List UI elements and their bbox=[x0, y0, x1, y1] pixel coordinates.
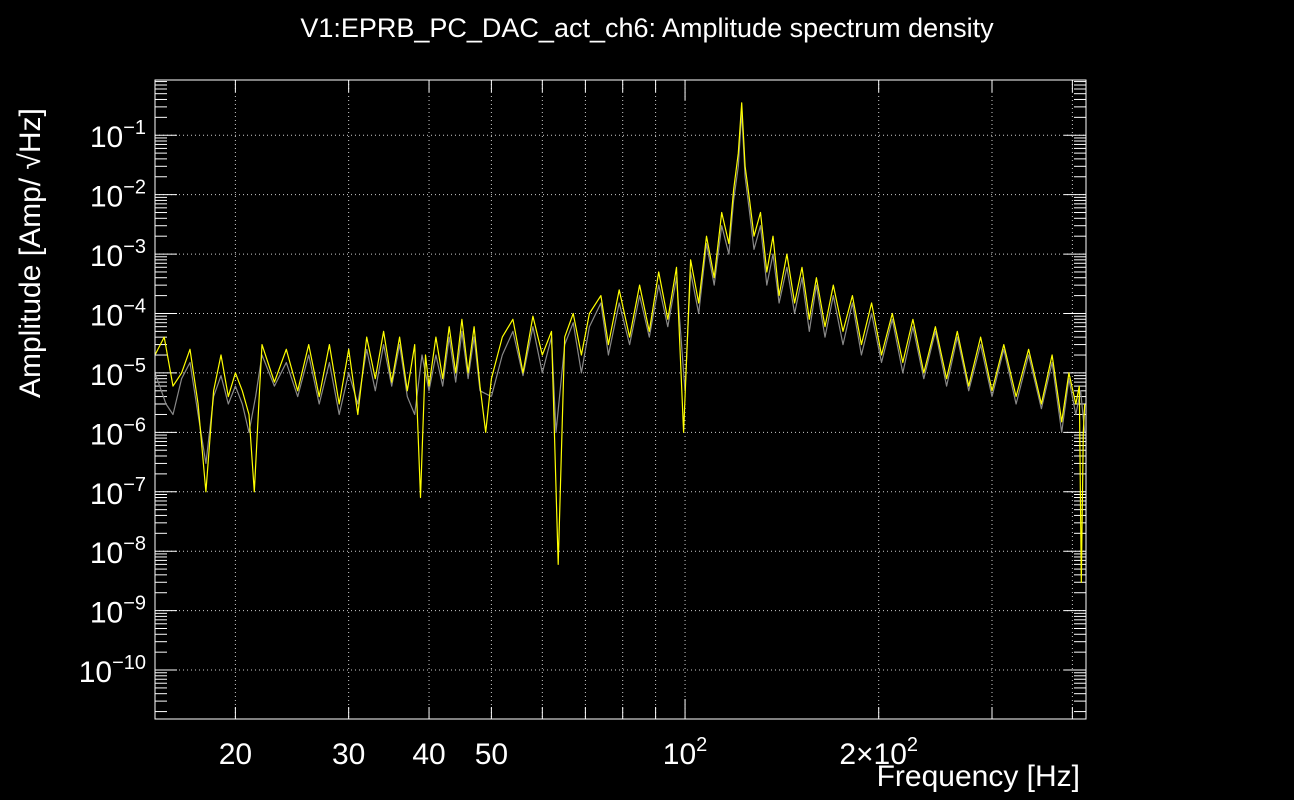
x-tick-label: 30 bbox=[332, 738, 365, 771]
y-axis-label: Amplitude [Amp/ √Hz] bbox=[14, 108, 47, 398]
x-tick-label: 40 bbox=[412, 738, 445, 771]
y-tick-label: 10−5 bbox=[90, 355, 146, 392]
y-tick-label: 10−3 bbox=[90, 236, 146, 273]
plot-frame bbox=[154, 79, 1087, 720]
grid bbox=[155, 80, 1086, 719]
x-tick-label: 50 bbox=[475, 738, 508, 771]
y-tick-labels: 10−10 10−9 10−8 10−7 10−6 10−5 10−4 10−3 10−2 10−… bbox=[79, 117, 146, 689]
series-layer bbox=[154, 102, 1086, 583]
chart-title: V1:EPRB_PC_DAC_act_ch6: Amplitude spectr… bbox=[300, 13, 994, 43]
y-tick-label: 10−2 bbox=[90, 177, 146, 214]
x-tick-label: 2×102 bbox=[839, 734, 918, 771]
series-line-1 bbox=[154, 102, 1086, 583]
y-tick-label: 10−10 bbox=[79, 652, 146, 689]
y-tick-label: 10−6 bbox=[90, 414, 146, 451]
x-axis-label: Frequency [Hz] bbox=[877, 760, 1080, 793]
x-tick-label: 20 bbox=[219, 738, 252, 771]
x-tick-labels: 20 30 40 50 102 2×102 bbox=[219, 734, 918, 771]
y-tick-label: 10−9 bbox=[90, 593, 146, 630]
series-line-0 bbox=[154, 111, 1086, 464]
y-tick-label: 10−8 bbox=[90, 533, 146, 570]
y-tick-label: 10−7 bbox=[90, 474, 146, 511]
y-tick-label: 10−4 bbox=[90, 295, 146, 332]
y-tick-label: 10−1 bbox=[90, 117, 146, 154]
